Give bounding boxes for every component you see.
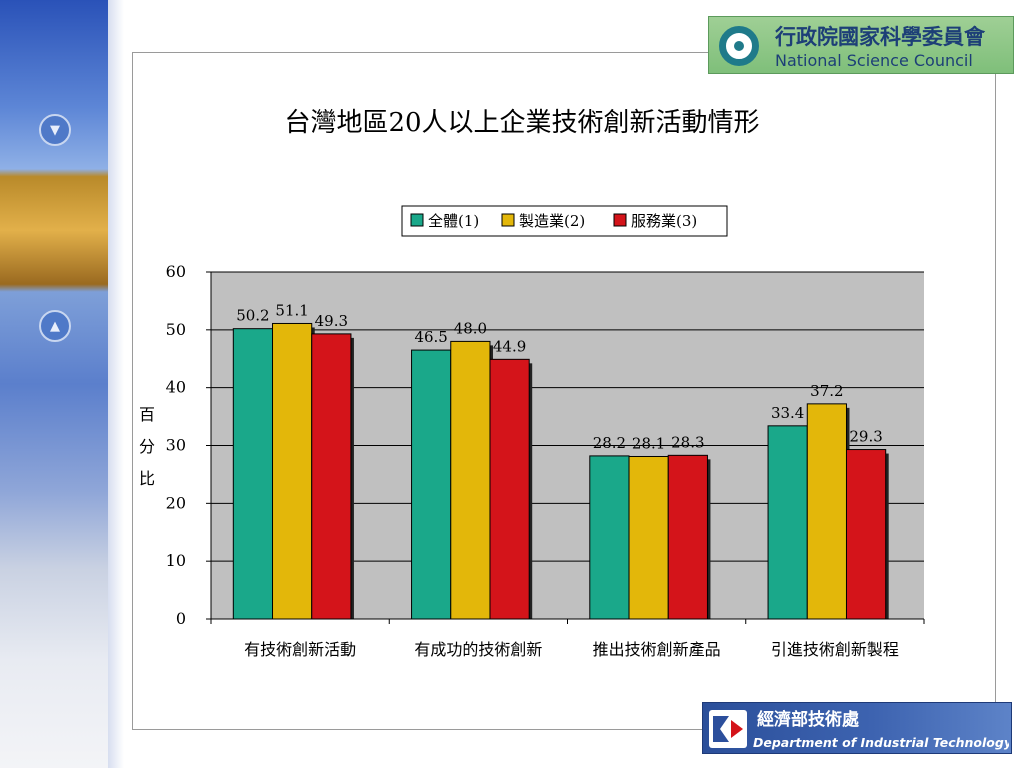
- data-label: 50.2: [236, 307, 269, 325]
- bar-shadow: [528, 363, 533, 619]
- dit-emblem-icon: [709, 710, 747, 748]
- data-label: 49.3: [315, 312, 348, 330]
- dit-chinese-name: 經濟部技術處: [757, 709, 860, 730]
- y-axis-title-char: 百: [139, 405, 155, 424]
- y-tick-label: 10: [166, 551, 186, 570]
- bar: [767, 425, 808, 620]
- y-tick-label: 40: [166, 378, 186, 397]
- data-label: 33.4: [771, 404, 804, 422]
- legend-box: [401, 205, 728, 237]
- legend-label: 服務業(3): [631, 212, 697, 230]
- x-category-label: 有成功的技術創新: [414, 640, 542, 659]
- bar: [667, 454, 708, 620]
- bar: [628, 455, 669, 620]
- data-label: 46.5: [414, 328, 447, 346]
- y-tick-label: 0: [176, 609, 186, 628]
- nsc-emblem-icon: [719, 26, 759, 66]
- nsc-chinese-name: 行政院國家科學委員會: [774, 25, 986, 49]
- bar: [311, 333, 352, 620]
- bar-shadow: [884, 453, 889, 619]
- legend-swatch: [613, 213, 627, 227]
- y-tick-label: 50: [166, 320, 186, 339]
- chart-title: 台灣地區20人以上企業技術創新活動情形: [284, 108, 759, 138]
- nsc-logo-text: 行政院國家科學委員會 National Science Council: [774, 25, 986, 70]
- legend-label: 製造業(2): [519, 212, 585, 230]
- bars: [232, 322, 889, 620]
- chevron-up-icon[interactable]: ▲: [39, 310, 71, 342]
- data-labels: 50.2 51.1 49.3 有技術創新活動 46.5 48.0 44.9 有成功的技術創新 2…: [236, 301, 899, 659]
- chevron-down-icon[interactable]: ▼: [39, 114, 71, 146]
- nsc-english-name: National Science Council: [775, 51, 973, 70]
- y-tick-label: 20: [166, 493, 186, 512]
- bar-shadow: [706, 459, 711, 619]
- legend-swatch: [501, 213, 515, 227]
- axis-ticks: 0 10 20 30 40 50 60: [166, 262, 925, 628]
- dit-logo-text: 經濟部技術處 Department of Industrial Technolo…: [753, 709, 1009, 750]
- bar: [232, 328, 274, 620]
- data-label: 29.3: [849, 428, 882, 446]
- x-category-label: 有技術創新活動: [244, 640, 356, 659]
- data-label: 44.9: [493, 337, 526, 355]
- data-label: 51.1: [275, 301, 308, 319]
- bar: [806, 403, 847, 620]
- dit-logo: 經濟部技術處 Department of Industrial Technolo…: [702, 702, 1012, 754]
- legend-label: 全體(1): [428, 212, 479, 230]
- sidebar-fade: [108, 0, 124, 768]
- slide-frame: [132, 52, 996, 730]
- data-label: 28.1: [632, 434, 665, 452]
- bar: [489, 358, 530, 620]
- bar: [411, 349, 452, 620]
- data-label: 28.2: [593, 434, 626, 452]
- y-tick-label: 60: [166, 262, 186, 281]
- bar: [450, 340, 491, 620]
- bar: [845, 449, 887, 620]
- bar: [272, 322, 313, 620]
- legend-swatch: [410, 213, 424, 227]
- data-label: 37.2: [810, 382, 843, 400]
- y-tick-label: 30: [166, 436, 186, 455]
- nsc-logo: 行政院國家科學委員會 National Science Council: [708, 16, 1014, 74]
- data-label: 28.3: [671, 433, 704, 451]
- x-category-label: 引進技術創新製程: [771, 640, 899, 659]
- y-axis-title: 百 分 比: [139, 405, 155, 488]
- bar-shadow: [349, 337, 354, 619]
- y-axis-title-char: 分: [139, 437, 155, 456]
- x-category-label: 推出技術創新產品: [593, 640, 721, 659]
- dit-english-name: Department of Industrial Technology: [753, 735, 1009, 750]
- legend: 全體(1) 製造業(2) 服務業(3): [401, 205, 728, 237]
- data-label: 48.0: [454, 319, 487, 337]
- y-axis-title-char: 比: [139, 469, 155, 488]
- bar: [589, 455, 630, 620]
